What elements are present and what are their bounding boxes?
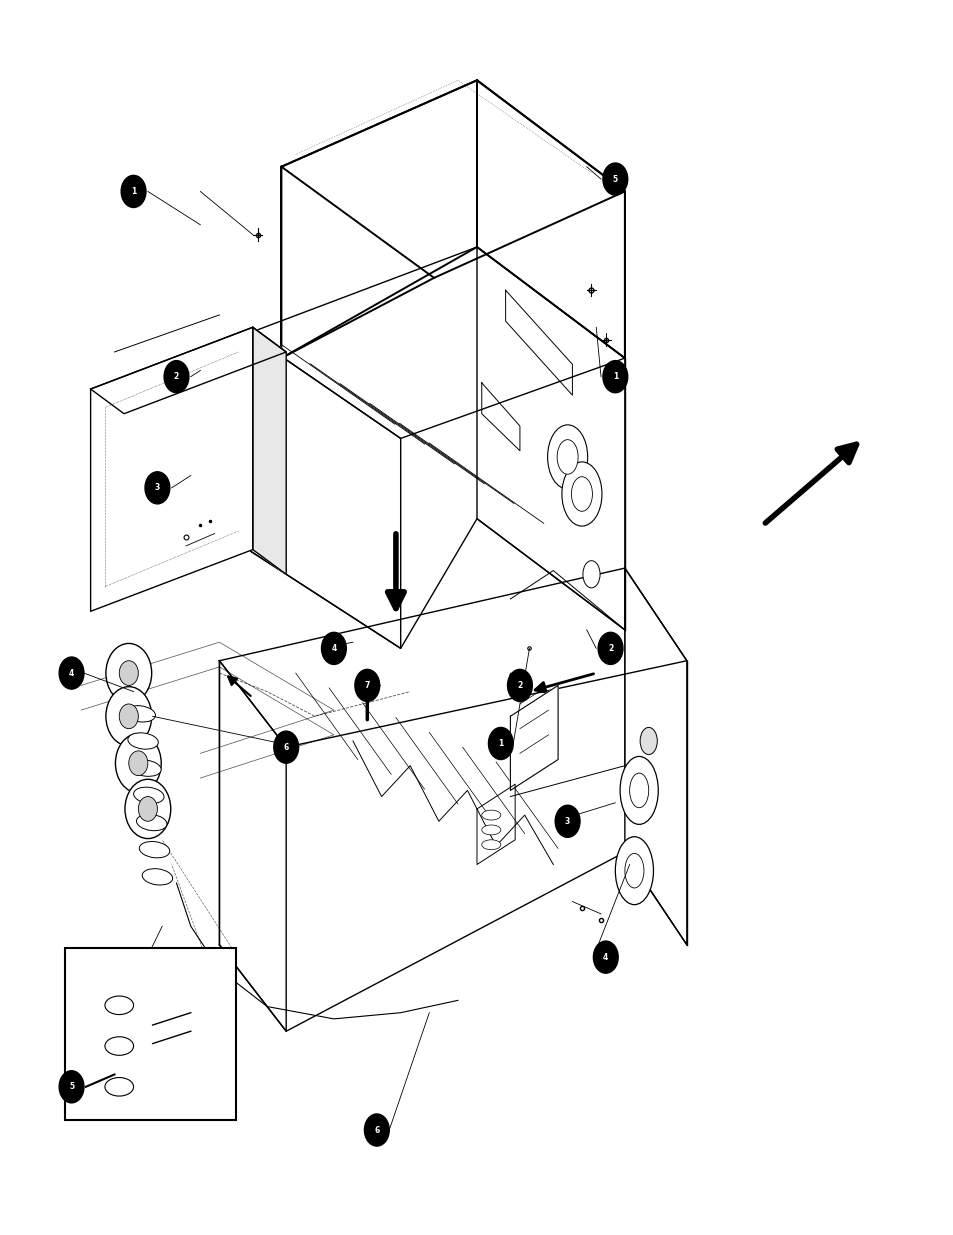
- Circle shape: [129, 751, 148, 776]
- Text: 2: 2: [607, 643, 613, 653]
- Ellipse shape: [615, 837, 653, 904]
- Circle shape: [598, 632, 622, 664]
- Polygon shape: [510, 685, 558, 790]
- Circle shape: [115, 734, 161, 793]
- Ellipse shape: [619, 756, 658, 825]
- Text: 2: 2: [173, 372, 179, 382]
- Circle shape: [121, 175, 146, 207]
- Polygon shape: [248, 247, 624, 438]
- Ellipse shape: [481, 810, 500, 820]
- Text: 4: 4: [331, 643, 336, 653]
- Text: 7: 7: [364, 680, 370, 690]
- Circle shape: [119, 661, 138, 685]
- Text: 6: 6: [283, 742, 289, 752]
- Text: 5: 5: [612, 174, 618, 184]
- Text: 3: 3: [154, 483, 160, 493]
- Circle shape: [138, 797, 157, 821]
- Circle shape: [364, 1114, 389, 1146]
- Ellipse shape: [481, 825, 500, 835]
- Ellipse shape: [547, 425, 587, 489]
- Ellipse shape: [105, 995, 133, 1015]
- Circle shape: [593, 941, 618, 973]
- Text: 1: 1: [612, 372, 618, 382]
- Ellipse shape: [128, 732, 158, 750]
- Ellipse shape: [639, 727, 657, 755]
- Polygon shape: [624, 568, 686, 945]
- Ellipse shape: [582, 561, 599, 588]
- Text: 3: 3: [564, 816, 570, 826]
- Polygon shape: [219, 661, 286, 1031]
- Circle shape: [355, 669, 379, 701]
- Polygon shape: [91, 327, 286, 414]
- Circle shape: [106, 687, 152, 746]
- Ellipse shape: [571, 477, 592, 511]
- Ellipse shape: [557, 440, 578, 474]
- Polygon shape: [281, 80, 476, 358]
- Ellipse shape: [131, 760, 161, 777]
- FancyBboxPatch shape: [65, 948, 235, 1120]
- Ellipse shape: [105, 1037, 133, 1055]
- Polygon shape: [281, 80, 624, 278]
- Text: 4: 4: [69, 668, 74, 678]
- Ellipse shape: [629, 773, 648, 808]
- Circle shape: [488, 727, 513, 760]
- Ellipse shape: [624, 853, 643, 888]
- Circle shape: [59, 657, 84, 689]
- Circle shape: [106, 643, 152, 703]
- Text: 6: 6: [374, 1125, 379, 1135]
- Circle shape: [602, 361, 627, 393]
- Circle shape: [164, 361, 189, 393]
- Polygon shape: [476, 80, 624, 358]
- Text: 4: 4: [602, 952, 608, 962]
- Text: 2: 2: [517, 680, 522, 690]
- Ellipse shape: [133, 787, 164, 804]
- Ellipse shape: [142, 868, 172, 885]
- Ellipse shape: [136, 814, 167, 831]
- Circle shape: [125, 779, 171, 839]
- Circle shape: [119, 704, 138, 729]
- Circle shape: [274, 731, 298, 763]
- Text: 1: 1: [497, 739, 503, 748]
- Ellipse shape: [139, 841, 170, 858]
- Ellipse shape: [481, 840, 500, 850]
- Polygon shape: [219, 568, 686, 747]
- Circle shape: [602, 163, 627, 195]
- Polygon shape: [248, 333, 400, 648]
- Ellipse shape: [561, 462, 601, 526]
- Polygon shape: [91, 327, 253, 611]
- Circle shape: [59, 1071, 84, 1103]
- Ellipse shape: [125, 705, 155, 722]
- Circle shape: [145, 472, 170, 504]
- Text: 1: 1: [131, 186, 136, 196]
- Circle shape: [321, 632, 346, 664]
- Ellipse shape: [105, 1077, 133, 1097]
- Polygon shape: [253, 327, 286, 574]
- Text: 5: 5: [69, 1082, 74, 1092]
- Circle shape: [555, 805, 579, 837]
- Circle shape: [507, 669, 532, 701]
- Polygon shape: [476, 247, 624, 630]
